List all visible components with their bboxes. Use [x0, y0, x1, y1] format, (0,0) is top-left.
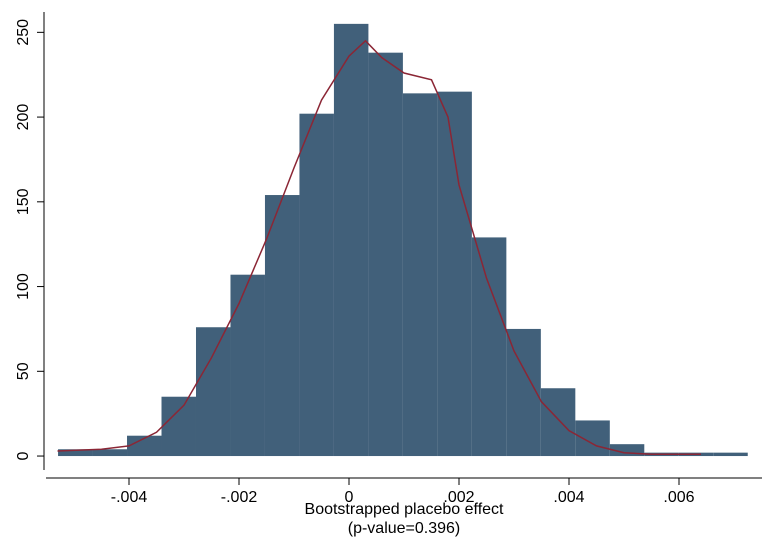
bar — [609, 444, 645, 457]
x-axis-label: Bootstrapped placebo effect — [305, 501, 505, 518]
x-tick-label: .006 — [663, 489, 694, 506]
y-tick-label: 50 — [15, 362, 32, 380]
bar — [299, 113, 334, 457]
x-tick-label: -.004 — [111, 489, 148, 506]
x-tick-label: -.002 — [221, 489, 258, 506]
bar — [575, 420, 610, 457]
x-tick-label: 0 — [345, 489, 354, 506]
bar — [127, 435, 162, 457]
y-tick-label: 200 — [15, 104, 32, 131]
bar — [58, 449, 93, 457]
bar — [540, 388, 576, 457]
bar — [333, 23, 369, 457]
y-tick-label: 150 — [15, 188, 32, 215]
x-tick-label: .002 — [443, 489, 474, 506]
x-tick-label: .004 — [553, 489, 584, 506]
bar — [161, 396, 196, 457]
y-tick-label: 0 — [15, 451, 32, 460]
y-tick-label: 100 — [15, 273, 32, 300]
bar — [264, 195, 300, 457]
bar — [471, 237, 507, 457]
bar — [713, 452, 748, 457]
bar — [402, 93, 438, 457]
y-tick-label: 250 — [15, 19, 32, 46]
bar — [368, 52, 403, 457]
bar — [506, 328, 541, 457]
x-axis-label-note: (p-value=0.396) — [348, 520, 461, 537]
density-line — [57, 39, 701, 456]
bar — [437, 91, 472, 457]
bar — [92, 449, 128, 457]
bar — [230, 274, 265, 457]
bar — [195, 327, 231, 457]
